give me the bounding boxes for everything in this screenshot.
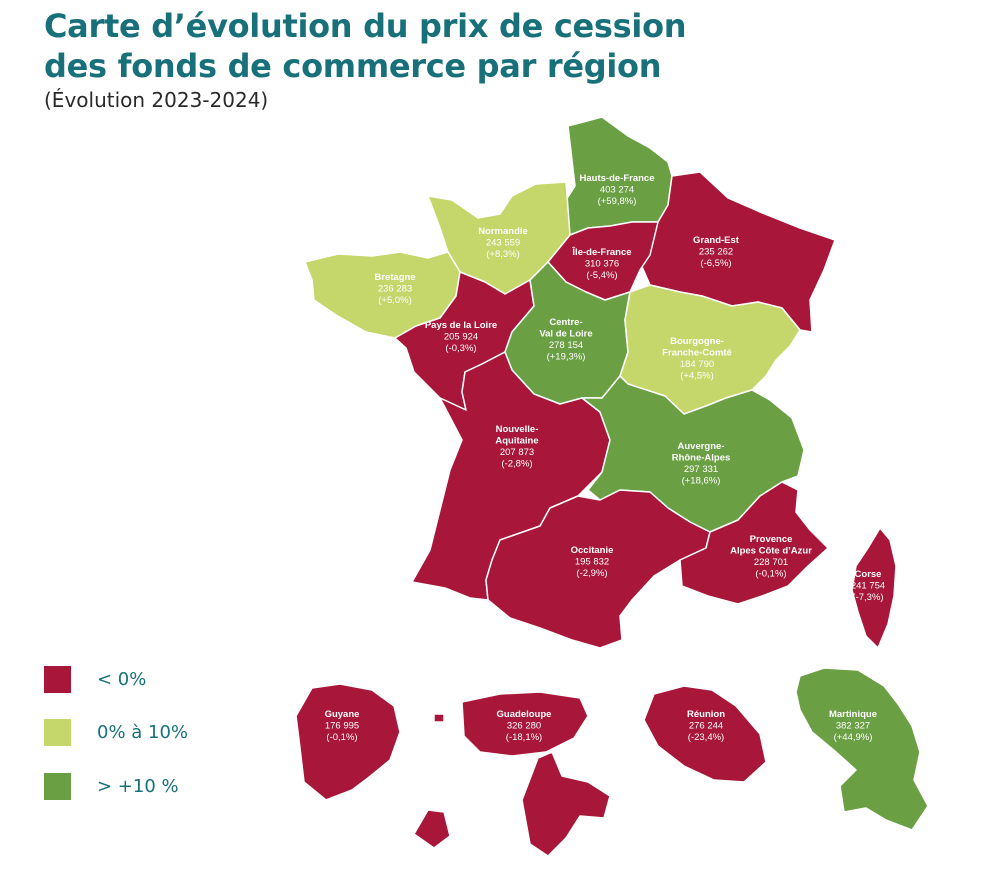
- label-bfc-name: Franche-Comté: [662, 348, 732, 359]
- label-bfc-name: Bourgogne-: [670, 336, 724, 347]
- label-reu-price: 276 244: [689, 721, 723, 732]
- region-reu[interactable]: [643, 685, 767, 783]
- label-pdl-price: 205 924: [444, 332, 478, 343]
- label-gua-price: 326 280: [507, 721, 541, 732]
- label-mar-name: Martinique: [829, 709, 877, 720]
- label-bre-price: 236 283: [378, 284, 412, 295]
- label-gua-name: Guadeloupe: [497, 709, 552, 720]
- label-guy-name: Guyane: [325, 709, 360, 720]
- label-cor-price: 241 754: [851, 581, 885, 592]
- label-pac-change: (-0,1%): [755, 569, 786, 580]
- region-cor[interactable]: [851, 527, 897, 649]
- legend-swatch-high: [44, 772, 71, 800]
- label-pac-price: 228 701: [754, 557, 788, 568]
- label-occ-price: 195 832: [575, 557, 609, 568]
- label-naq-change: (-2,8%): [501, 459, 532, 470]
- label-reu-change: (-23,4%): [688, 732, 724, 743]
- label-cvl-change: (+19,3%): [547, 352, 586, 363]
- label-guy-price: 176 995: [325, 721, 359, 732]
- label-idf-name: Île-de-France: [571, 246, 631, 258]
- label-naq-name: Nouvelle-: [496, 424, 539, 435]
- legend-label-negative: < 0%: [97, 668, 147, 690]
- label-cvl-name: Val de Loire: [539, 329, 592, 340]
- region-occ[interactable]: [485, 489, 711, 649]
- region-pac[interactable]: [679, 481, 829, 605]
- label-bre-name: Bretagne: [374, 272, 415, 283]
- label-ges-price: 235 262: [699, 247, 733, 258]
- legend-item-high: > +10 %: [44, 771, 179, 801]
- legend-swatch-negative: [44, 665, 71, 693]
- map-subtitle: (Évolution 2023-2024): [44, 88, 269, 112]
- label-gua-change: (-18,1%): [506, 732, 542, 743]
- legend-label-high: > +10 %: [97, 775, 179, 797]
- label-ges-change: (-6,5%): [700, 258, 731, 269]
- label-hdf-price: 403 274: [600, 185, 634, 196]
- label-cor-name: Corse: [855, 569, 882, 580]
- label-ara-name: Rhône-Alpes: [672, 453, 731, 464]
- label-idf-change: (-5,4%): [586, 270, 617, 281]
- label-pac-name: Alpes Côte d’Azur: [730, 546, 812, 557]
- label-cor-change: (-7,3%): [852, 592, 883, 603]
- label-bfc-change: (+4,5%): [680, 371, 714, 382]
- label-nor-price: 243 559: [486, 238, 520, 249]
- label-hdf-name: Hauts-de-France: [580, 173, 655, 184]
- label-pdl-change: (-0,3%): [445, 343, 476, 354]
- label-mar-change: (+44,9%): [834, 732, 873, 743]
- label-nor-name: Normandie: [478, 226, 528, 237]
- label-naq-name: Aquitaine: [495, 436, 538, 447]
- title-line-1: Carte d’évolution du prix de cession: [44, 7, 687, 45]
- label-nor-change: (+8,3%): [486, 249, 520, 260]
- label-idf-price: 310 376: [585, 259, 619, 270]
- label-guy-change: (-0,1%): [326, 732, 357, 743]
- label-pac-name: Provence: [750, 534, 793, 545]
- label-bre-change: (+5,0%): [378, 295, 412, 306]
- label-naq-price: 207 873: [500, 447, 534, 458]
- label-bfc-price: 184 790: [680, 359, 714, 370]
- region-guy[interactable]: [295, 683, 401, 801]
- title-line-2: des fonds de commerce par région: [44, 47, 662, 85]
- region-mar[interactable]: [795, 667, 929, 831]
- legend-item-negative: < 0%: [44, 664, 146, 694]
- map-title: Carte d’évolution du prix de cession des…: [44, 6, 744, 86]
- label-occ-name: Occitanie: [571, 545, 614, 556]
- region-gua[interactable]: [413, 691, 611, 857]
- label-ges-name: Grand-Est: [693, 235, 740, 246]
- legend-swatch-low: [44, 718, 71, 746]
- label-cvl-price: 278 154: [549, 340, 583, 351]
- label-hdf-change: (+59,8%): [598, 196, 637, 207]
- label-occ-change: (-2,9%): [576, 568, 607, 579]
- label-ara-change: (+18,6%): [682, 476, 721, 487]
- label-ara-name: Auvergne-: [678, 441, 725, 452]
- label-mar-price: 382 327: [836, 721, 870, 732]
- label-ara-price: 297 331: [684, 464, 718, 475]
- label-reu-name: Réunion: [687, 709, 725, 720]
- label-cvl-name: Centre-: [549, 317, 582, 328]
- label-pdl-name: Pays de la Loire: [425, 320, 497, 331]
- legend-item-low: 0% à 10%: [44, 717, 188, 747]
- legend-label-low: 0% à 10%: [97, 721, 189, 743]
